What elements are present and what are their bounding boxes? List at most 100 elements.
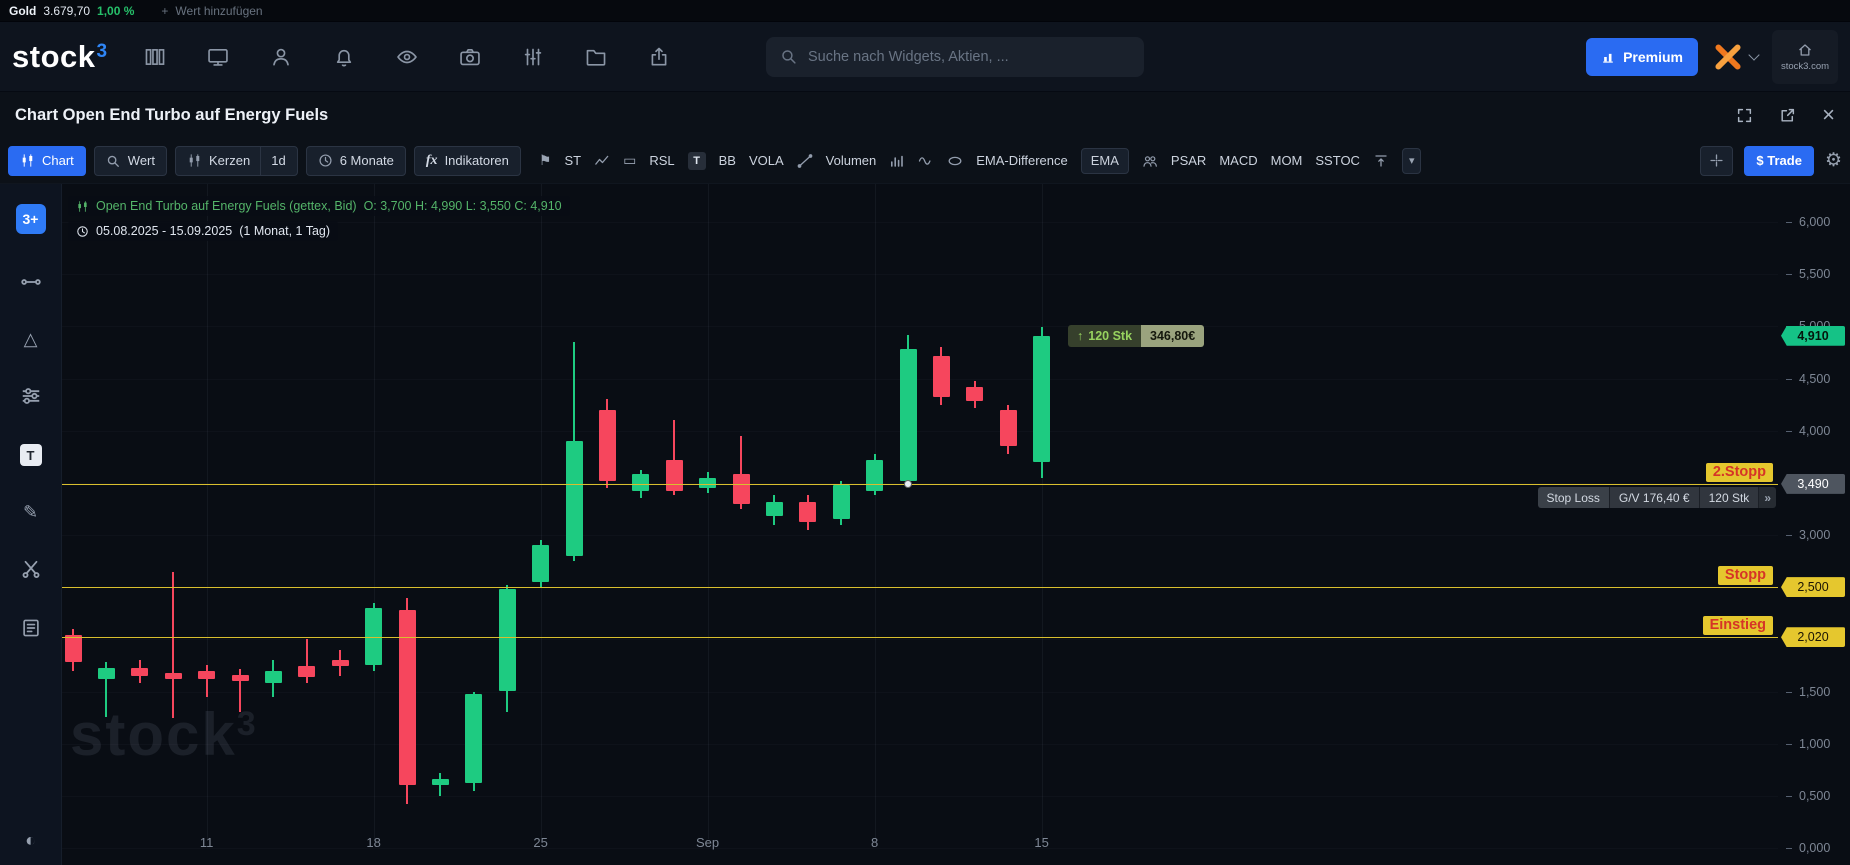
position-tag[interactable]: ↑ 120 Stk 346,80€ xyxy=(1068,325,1205,347)
wert-button[interactable]: Wert xyxy=(93,145,168,176)
indicator-ema-difference[interactable]: EMA-Difference xyxy=(976,153,1068,168)
ticker-item[interactable]: Gold 3.679,70 1,00 % xyxy=(9,4,134,18)
stock3-plus-tile[interactable]: 3+ xyxy=(15,204,46,234)
candle[interactable] xyxy=(365,608,383,666)
indicator-sstoc[interactable]: SSTOC xyxy=(1315,153,1360,168)
search-input[interactable] xyxy=(808,48,1130,65)
edit-tool-icon[interactable]: ✎ xyxy=(22,502,39,522)
import-template-icon[interactable] xyxy=(1373,153,1389,169)
zigzag-icon[interactable] xyxy=(594,153,610,169)
chart-canvas[interactable]: stock3 11 18 25 Sep 8 15 2.Stopp Stopp Einstieg … xyxy=(62,184,1778,865)
candle[interactable] xyxy=(532,545,550,582)
gear-icon[interactable]: ⚙ xyxy=(1824,150,1842,171)
candle[interactable] xyxy=(431,779,449,786)
candle[interactable] xyxy=(465,693,483,784)
shapes-tool-icon[interactable]: △ xyxy=(23,329,38,349)
candle[interactable] xyxy=(765,501,783,517)
share-icon[interactable] xyxy=(648,46,670,68)
notifications-bell-icon[interactable] xyxy=(333,46,355,68)
user-menu[interactable] xyxy=(1712,43,1760,71)
chart-settings-button[interactable] xyxy=(1700,145,1734,176)
histogram-icon[interactable] xyxy=(889,153,905,169)
indicator-mom[interactable]: MOM xyxy=(1270,153,1303,168)
close-icon[interactable]: × xyxy=(1822,102,1835,127)
indicator-volumen[interactable]: Volumen xyxy=(825,153,877,168)
portfolio-folder-icon[interactable] xyxy=(585,46,607,68)
price-level-line[interactable] xyxy=(62,637,1778,639)
text-indicator-icon[interactable]: T xyxy=(687,151,706,170)
markets-chart-icon[interactable] xyxy=(522,46,544,68)
candle[interactable] xyxy=(565,441,583,556)
price-level-line[interactable] xyxy=(62,587,1778,589)
indicator-psar[interactable]: PSAR xyxy=(1170,153,1207,168)
candle[interactable] xyxy=(932,355,950,398)
candle[interactable] xyxy=(866,459,884,492)
candle[interactable] xyxy=(97,667,115,679)
indicator-macd[interactable]: MACD xyxy=(1219,153,1258,168)
candle[interactable] xyxy=(198,670,216,679)
price-level-line[interactable] xyxy=(62,483,1778,485)
stock3-logo[interactable]: stock3 xyxy=(12,39,108,75)
indicator-bb[interactable]: BB xyxy=(718,153,736,168)
candle[interactable] xyxy=(131,667,149,676)
flag-icon[interactable]: ⚑ xyxy=(538,152,552,168)
wave-icon[interactable] xyxy=(918,153,934,169)
candle[interactable] xyxy=(264,670,282,684)
order-anchor-dot[interactable] xyxy=(904,479,912,488)
stock3-com-button[interactable]: stock3.com xyxy=(1772,29,1838,84)
price-level-tag[interactable]: 2,020 xyxy=(1781,627,1845,648)
fullscreen-icon[interactable] xyxy=(1736,107,1753,124)
rectangle-icon[interactable]: ▭ xyxy=(623,152,637,168)
indicator-st[interactable]: ST xyxy=(564,153,582,168)
indicator-vola[interactable]: VOLA xyxy=(748,153,784,168)
people-icon[interactable] xyxy=(1142,153,1158,169)
desktop-icon[interactable] xyxy=(207,46,229,68)
candle[interactable] xyxy=(1033,335,1051,462)
contrast-toggle-icon[interactable]: ◐ xyxy=(25,830,36,850)
more-indicators-dropdown[interactable]: ▾ xyxy=(1401,147,1422,174)
price-level-tag[interactable]: 3,490 xyxy=(1781,473,1845,494)
text-tool-icon[interactable]: T xyxy=(19,444,42,466)
scissors-tool-icon[interactable] xyxy=(20,558,42,580)
candle[interactable] xyxy=(799,501,817,523)
chart-type-button[interactable]: Kerzen 1d xyxy=(175,145,298,176)
indicators-button[interactable]: fx Indikatoren xyxy=(413,145,521,176)
price-level-tag[interactable]: 2,500 xyxy=(1781,577,1845,598)
indicator-ema[interactable]: EMA xyxy=(1080,147,1129,174)
candle[interactable] xyxy=(832,484,850,520)
trade-button[interactable]: $ Trade xyxy=(1744,145,1814,176)
candle[interactable] xyxy=(498,589,516,692)
trendline-tool-icon[interactable] xyxy=(20,271,42,293)
candle[interactable] xyxy=(64,635,82,663)
premium-button[interactable]: Premium xyxy=(1586,37,1698,76)
layout-grid-icon[interactable] xyxy=(144,46,166,68)
ellipse-icon[interactable] xyxy=(947,153,963,169)
indicator-rsl[interactable]: RSL xyxy=(649,153,675,168)
candle[interactable] xyxy=(164,672,182,679)
add-instrument-button[interactable]: + Wert hinzufügen xyxy=(161,4,262,18)
watchlist-eye-icon[interactable] xyxy=(396,46,418,68)
candle[interactable] xyxy=(665,459,683,492)
candle[interactable] xyxy=(331,660,349,667)
candle[interactable] xyxy=(699,477,717,489)
interval-label[interactable]: 1d xyxy=(271,153,286,168)
chevron-right-icon[interactable]: » xyxy=(1759,487,1776,508)
candle[interactable] xyxy=(899,349,917,481)
stop-loss-order-tag[interactable]: Stop Loss G/V 176,40 € 120 Stk » xyxy=(1537,487,1776,508)
candle[interactable] xyxy=(632,474,650,492)
time-range-button[interactable]: 6 Monate xyxy=(305,145,406,176)
candle[interactable] xyxy=(598,409,616,481)
trendline-icon[interactable] xyxy=(797,153,813,169)
candle[interactable] xyxy=(231,674,249,682)
screenshot-camera-icon[interactable] xyxy=(459,46,481,68)
open-window-icon[interactable] xyxy=(1779,107,1796,124)
chart-tab[interactable]: Chart xyxy=(8,145,86,176)
candle[interactable] xyxy=(298,666,316,677)
candle[interactable] xyxy=(398,610,416,786)
candle[interactable] xyxy=(966,386,984,402)
profile-icon[interactable] xyxy=(270,46,292,68)
price-axis[interactable]: 6,0005,5005,0004,5004,0003,5003,0002,500… xyxy=(1778,184,1850,865)
candle[interactable] xyxy=(999,409,1017,447)
candle[interactable] xyxy=(732,474,750,504)
indicators-tool-icon[interactable] xyxy=(20,385,42,407)
